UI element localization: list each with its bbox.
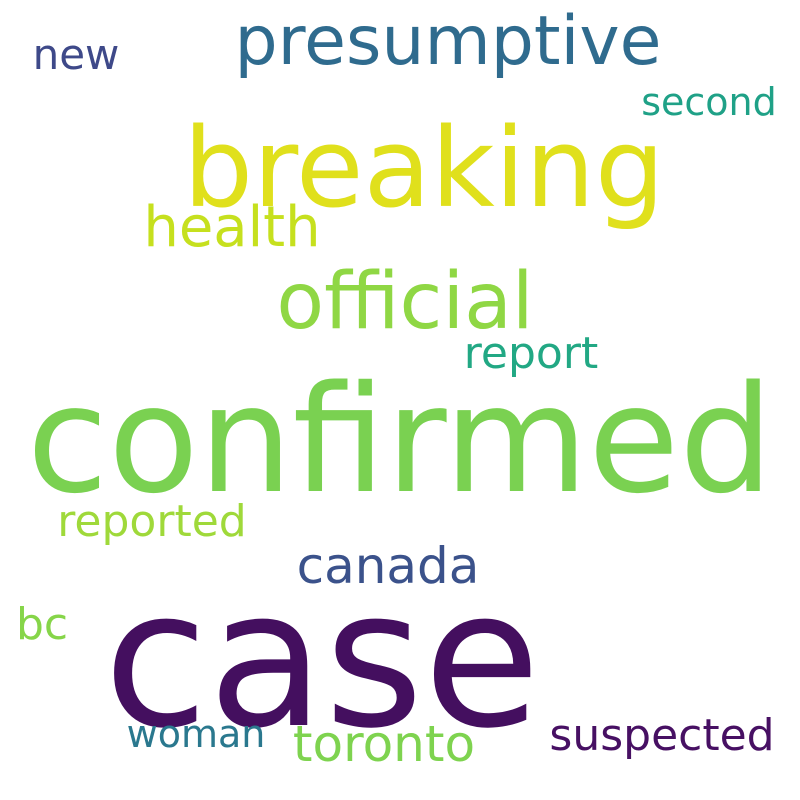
word-canada: canada (296, 537, 480, 595)
word-new: new (32, 30, 120, 79)
word-confirmed: confirmed (26, 354, 774, 526)
word-breaking: breaking (183, 104, 665, 232)
word-report: report (463, 328, 599, 379)
word-woman: woman (126, 712, 266, 756)
word-case: case (103, 549, 541, 770)
word-reported: reported (57, 496, 247, 547)
word-health: health (143, 195, 321, 260)
word-bc: bc (15, 599, 69, 650)
word-second: second (641, 80, 777, 124)
word-official: official (276, 257, 534, 347)
word-presumptive: presumptive (234, 2, 662, 81)
word-suspected: suspected (549, 710, 775, 761)
word-toronto: toronto (292, 715, 476, 773)
